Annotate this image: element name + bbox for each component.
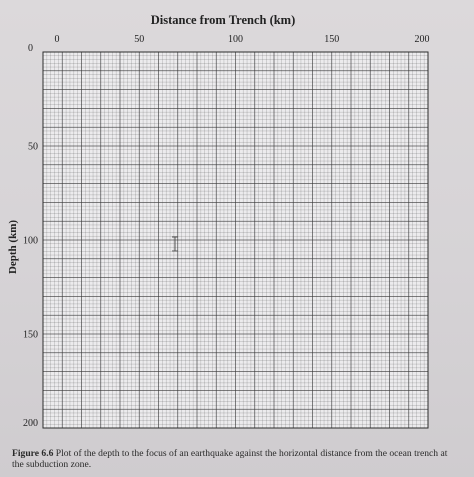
y-axis-label: Depth (km) [7,220,19,274]
x-tick-label: 50 [134,34,144,45]
y-tick-label: 0 [28,43,33,54]
figure-label: Figure 6.6 [12,448,54,459]
x-tick-label: 150 [324,34,339,45]
y-tick-label: 50 [28,142,38,153]
x-tick-label: 100 [228,34,243,45]
figure-caption-text: Plot of the depth to the focus of an ear… [12,448,448,470]
y-tick-label: 100 [23,236,38,247]
y-tick-label: 200 [23,418,38,429]
figure-caption: Figure 6.6 Plot of the depth to the focu… [12,448,452,470]
y-tick-label: 150 [23,330,38,341]
x-tick-label: 0 [55,34,60,45]
x-axis-label: Distance from Trench (km) [151,13,296,27]
text-cursor-icon [172,236,178,252]
x-tick-label: 200 [415,34,430,45]
plot-frame [42,51,429,429]
